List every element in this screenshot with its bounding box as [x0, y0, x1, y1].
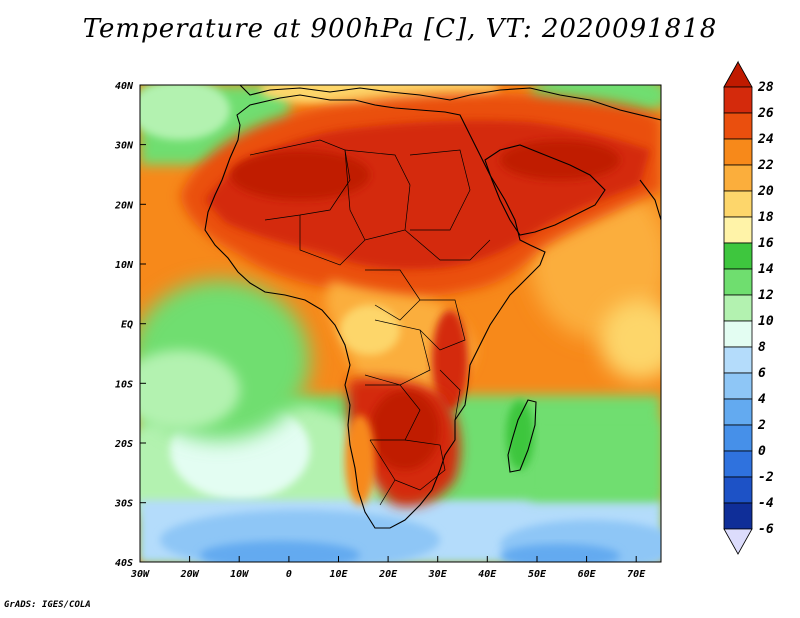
field-sahara-core: [230, 150, 370, 200]
colorbar-bottom-arrow: [723, 528, 753, 555]
lon-label: 20W: [180, 569, 200, 580]
colorbar-swatch: [723, 372, 753, 400]
colorbar-label: -6: [758, 522, 774, 537]
lat-label: EQ: [121, 320, 133, 331]
lat-label: 10N: [115, 260, 134, 271]
colorbar-top-arrow-fill: [723, 61, 753, 88]
colorbar-swatch: [723, 242, 753, 270]
coastlines: [204, 85, 661, 529]
colorbar-label: 2: [757, 418, 766, 433]
lon-label: 20E: [378, 569, 398, 580]
field-se-green: [530, 420, 661, 500]
africa-coast: [204, 94, 546, 529]
lon-label: 10W: [230, 569, 249, 580]
lat-label: 40N: [115, 81, 134, 92]
colorbar-swatch: [723, 424, 753, 452]
lat-axis: 40N 30N 20N 10N EQ 10S 20S 30S 40S: [114, 81, 146, 569]
field-rift: [432, 310, 468, 410]
field-south-blue3: [200, 541, 360, 562]
colorbar-swatch: [723, 346, 753, 374]
lon-label: 40E: [478, 569, 497, 580]
arabia-coast: [484, 144, 606, 236]
colorbar-swatch: [723, 398, 753, 426]
colorbar-label: 24: [757, 132, 774, 147]
lon-label: 30W: [130, 569, 150, 580]
temperature-field: [140, 85, 661, 562]
field-congo-core: [340, 305, 400, 355]
colorbar-swatch: [723, 502, 753, 530]
colorbar-labels: 28 26 24 22 20 18 16 14 12 10 8 6 4 2 0 …: [757, 80, 774, 537]
colorbar: [723, 60, 753, 555]
lat-label: 10S: [115, 379, 133, 390]
colorbar-swatch: [723, 190, 753, 218]
field-atlantic-light: [140, 350, 240, 430]
field-kalahari: [370, 390, 440, 470]
colorbar-label: 0: [758, 444, 766, 459]
colorbar-label: 16: [758, 236, 774, 251]
lon-label: 0: [286, 569, 292, 580]
colorbar-swatch: [723, 164, 753, 192]
footer-credit: GrADS: IGES/COLA: [4, 600, 91, 610]
colorbar-label: 20: [757, 184, 774, 199]
madagascar-coast: [507, 399, 537, 473]
colorbar-label: 8: [758, 340, 766, 355]
colorbar-label: 26: [757, 106, 774, 121]
lat-label: 40S: [115, 558, 133, 569]
lon-label: 50E: [528, 569, 547, 580]
field-nw-light: [140, 85, 230, 140]
field-arabia-core: [500, 140, 620, 180]
colorbar-swatch: [723, 112, 753, 140]
colorbar-label: 22: [757, 158, 774, 173]
colorbar-label: 10: [758, 314, 774, 329]
colorbar-label: -2: [758, 470, 774, 485]
field-south-blue4: [500, 544, 620, 562]
country-borders: [249, 139, 491, 506]
europe-coast: [239, 85, 661, 121]
colorbar-swatch: [723, 294, 753, 322]
field-indian-yellow: [600, 300, 661, 380]
colorbar-swatch: [723, 450, 753, 478]
lat-label: 30S: [114, 499, 133, 510]
colorbar-label: 28: [757, 80, 774, 95]
field-namib: [345, 415, 375, 505]
lat-label: 20N: [114, 200, 134, 211]
lon-label: 10E: [329, 569, 348, 580]
india-coast: [639, 179, 661, 221]
colorbar-label: 18: [758, 210, 774, 225]
colorbar-swatch: [723, 320, 753, 348]
colorbar-swatch: [723, 476, 753, 504]
colorbar-swatch: [723, 138, 753, 166]
colorbar-label: 14: [758, 262, 774, 277]
lon-axis: 30W 20W 10W 0 10E 20E 30E 40E 50E 60E 70…: [130, 556, 646, 580]
lat-label: 30N: [114, 141, 134, 152]
colorbar-label: 12: [758, 288, 774, 303]
lon-label: 60E: [578, 569, 597, 580]
colorbar-label: -4: [758, 496, 774, 511]
map-title: Temperature at 900hPa [C], VT: 202009181…: [82, 14, 718, 44]
colorbar-swatch: [723, 268, 753, 296]
colorbar-label: 6: [758, 366, 766, 381]
field-madagascar: [506, 400, 534, 470]
colorbar-swatch: [723, 216, 753, 244]
lat-label: 20S: [114, 439, 133, 450]
colorbar-swatch: [723, 86, 753, 114]
lon-label: 70E: [627, 569, 646, 580]
colorbar-label: 4: [758, 392, 766, 407]
lon-label: 30E: [428, 569, 448, 580]
